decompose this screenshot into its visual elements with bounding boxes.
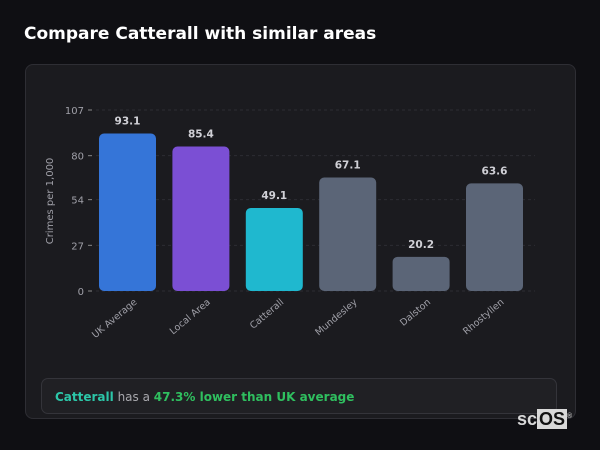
y-tick-label: 27	[71, 241, 84, 252]
comparison-summary: Catterall has a 47.3% lower than UK aver…	[41, 378, 557, 414]
scos-logo: sc OS ®	[517, 409, 573, 429]
bar-rhostyllen	[466, 183, 523, 291]
x-tick-label: Rhostyllen	[461, 297, 506, 337]
x-tick-label: Mundesley	[313, 297, 360, 339]
bar-local-area	[172, 146, 230, 291]
bar-dalston	[392, 256, 450, 291]
page-title: Compare Catterall with similar areas	[24, 24, 377, 44]
data-label: 49.1	[261, 190, 287, 202]
data-label: 63.6	[482, 165, 508, 177]
data-label: 85.4	[188, 129, 214, 141]
y-tick-label: 107	[65, 106, 84, 117]
x-tick-label: Catterall	[248, 297, 286, 332]
bar-uk-average	[99, 133, 156, 291]
summary-stat: 47.3% lower than UK average	[153, 390, 355, 404]
y-tick-label: 0	[78, 287, 84, 298]
x-tick-label: UK Average	[90, 297, 139, 341]
y-tick-label: 80	[71, 152, 84, 163]
x-tick-label: Local Area	[168, 297, 213, 337]
summary-text: has a	[113, 390, 154, 404]
data-label: 93.1	[115, 116, 141, 128]
data-label: 67.1	[335, 159, 361, 171]
bar-mundesley	[319, 177, 377, 291]
x-tick-label: Dalston	[398, 297, 433, 329]
data-label: 20.2	[408, 239, 434, 251]
summary-place: Catterall	[55, 390, 114, 404]
y-tick-label: 54	[71, 196, 84, 207]
bar-catterall	[245, 207, 303, 291]
y-axis-label: Crimes per 1,000	[45, 158, 56, 245]
